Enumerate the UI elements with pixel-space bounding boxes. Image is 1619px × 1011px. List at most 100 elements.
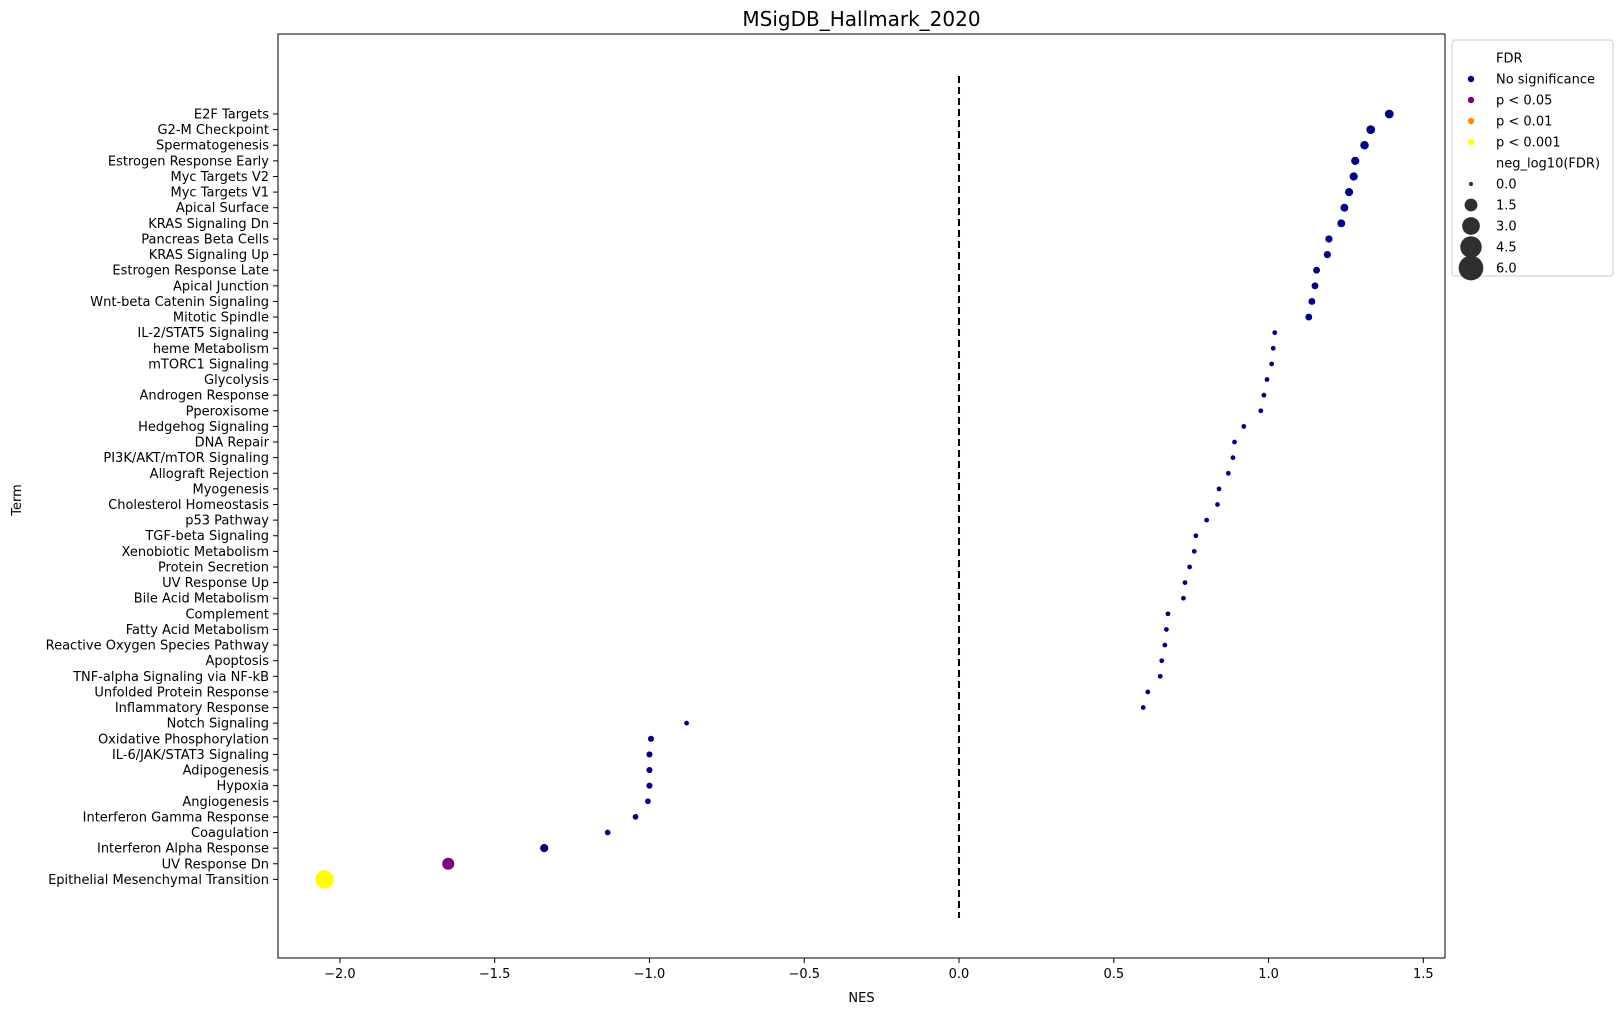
legend-size-marker <box>1462 217 1480 235</box>
x-tick-label: −0.5 <box>788 967 820 982</box>
data-point <box>1216 486 1222 492</box>
legend-size-marker <box>1468 181 1474 187</box>
term-label: Apical Junction <box>173 279 269 294</box>
data-point <box>1305 313 1313 321</box>
data-point <box>646 766 653 774</box>
legend-size-marker <box>1464 198 1478 212</box>
term-label: Unfolded Protein Response <box>94 685 269 700</box>
plot-area <box>277 33 1446 959</box>
term-label: Estrogen Response Early <box>108 154 269 169</box>
data-point <box>1313 266 1320 274</box>
x-tick-label: −2.0 <box>324 967 356 982</box>
term-label: Estrogen Response Late <box>112 264 269 279</box>
data-point <box>442 857 455 870</box>
legend-color-marker <box>1467 138 1475 146</box>
data-point <box>1360 140 1369 150</box>
data-point <box>1159 658 1165 664</box>
term-label: Bile Acid Metabolism <box>134 592 269 607</box>
data-point <box>1272 330 1278 336</box>
term-label: Apoptosis <box>205 654 269 669</box>
term-label: IL-2/STAT5 Signaling <box>137 326 269 341</box>
legend-frame <box>1451 39 1614 277</box>
term-label: TNF-alpha Signaling via NF-kB <box>72 670 269 685</box>
x-axis: −2.0 −1.5 −1.0 −0.5 0.0 0.5 1.0 1.5 <box>324 958 1434 982</box>
x-tick-label: 0.5 <box>1103 967 1124 982</box>
term-label: heme Metabolism <box>153 342 269 357</box>
legend-color-marker <box>1467 96 1475 104</box>
data-point <box>1366 125 1376 135</box>
data-point <box>1140 705 1146 710</box>
legend-color-label: No significance <box>1496 73 1595 88</box>
data-point <box>646 782 653 789</box>
data-point <box>647 735 655 742</box>
data-point <box>1264 377 1270 382</box>
data-point <box>1351 156 1360 165</box>
term-label: PI3K/AKT/mTOR Signaling <box>103 451 269 466</box>
term-label: Androgen Response <box>140 389 269 404</box>
term-label: Wnt-beta Catenin Signaling <box>90 295 269 310</box>
term-label: Complement <box>185 607 269 622</box>
term-label: Epithelial Mesenchymal Transition <box>48 873 269 888</box>
data-point <box>632 814 639 820</box>
data-point <box>1261 392 1267 398</box>
data-point <box>1162 642 1168 648</box>
term-label: Angiogenesis <box>182 795 269 810</box>
data-point <box>1323 250 1331 259</box>
data-point <box>1308 298 1316 305</box>
x-tick-label: −1.5 <box>479 967 511 982</box>
data-point <box>1325 235 1333 243</box>
term-label: Notch Signaling <box>167 717 269 732</box>
term-label: Cholesterol Homeostasis <box>108 498 269 513</box>
term-label: Interferon Alpha Response <box>97 842 269 857</box>
data-point <box>540 844 549 853</box>
data-point <box>684 720 689 726</box>
legend-color-label: p < 0.001 <box>1496 136 1561 151</box>
term-label: KRAS Signaling Up <box>149 248 269 263</box>
legend-size-label: 4.5 <box>1496 241 1517 256</box>
legend-size-title: neg_log10(FDR) <box>1496 157 1600 172</box>
data-point <box>1182 580 1188 585</box>
term-label: Reactive Oxygen Species Pathway <box>46 639 270 654</box>
legend-color-label: p < 0.01 <box>1496 115 1552 130</box>
x-tick-label: 1.0 <box>1258 967 1279 982</box>
legend-color-marker <box>1467 117 1475 125</box>
term-label: Glycolysis <box>204 373 269 388</box>
term-label: Mitotic Spindle <box>173 311 269 326</box>
legend-size-marker <box>1458 255 1484 281</box>
x-tick-label: 0.0 <box>949 967 970 982</box>
term-label: E2F Targets <box>194 108 269 123</box>
data-point <box>1187 564 1193 570</box>
term-label: Pancreas Beta Cells <box>141 232 269 247</box>
data-point <box>1344 188 1354 197</box>
term-label: Coagulation <box>191 826 269 841</box>
data-point <box>1215 502 1220 507</box>
term-label: UV Response Dn <box>162 857 269 872</box>
legend-size-label: 0.0 <box>1496 178 1517 193</box>
legend-size-marker <box>1460 236 1482 258</box>
data-point <box>1340 203 1349 212</box>
data-point <box>1384 109 1394 119</box>
term-label: DNA Repair <box>195 436 270 451</box>
data-point <box>1349 172 1358 181</box>
term-label: Myc Targets V2 <box>171 170 269 185</box>
term-label: Spermatogenesis <box>156 139 269 154</box>
data-point <box>1181 595 1186 601</box>
term-label: Interferon Gamma Response <box>83 810 269 825</box>
data-point <box>1337 219 1346 228</box>
data-point <box>1204 517 1210 523</box>
data-point <box>1145 689 1151 695</box>
data-point <box>1232 439 1237 445</box>
term-label: Hypoxia <box>216 779 269 794</box>
chart-title: MSigDB_Hallmark_2020 <box>742 7 980 31</box>
legend: FDR No significance p < 0.05 p < 0.01 p < 0.… <box>1451 39 1614 281</box>
data-point <box>1157 673 1163 679</box>
data-point <box>1258 408 1264 414</box>
data-point <box>1230 455 1236 461</box>
term-label: p53 Pathway <box>185 514 269 529</box>
x-tick-label: −1.0 <box>634 967 666 982</box>
data-point <box>1270 345 1276 351</box>
term-label: mTORC1 Signaling <box>148 357 269 372</box>
term-label: Adipogenesis <box>183 764 270 779</box>
term-label: Protein Secretion <box>158 560 269 575</box>
data-point <box>1269 361 1275 367</box>
